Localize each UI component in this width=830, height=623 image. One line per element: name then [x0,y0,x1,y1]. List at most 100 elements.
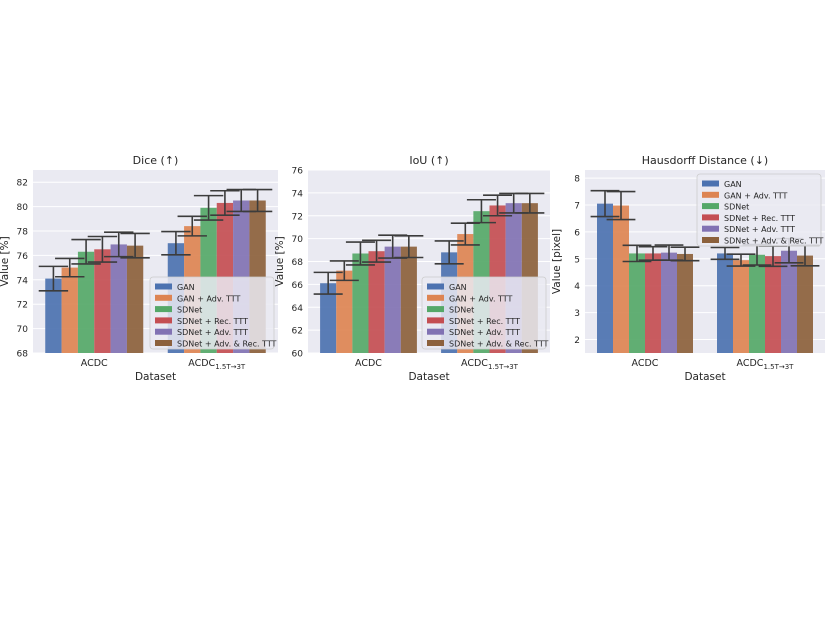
legend-label: SDNet + Adv. TTT [177,328,248,337]
error-bar [434,240,464,265]
y-tick-label: 4 [574,282,580,292]
legend-swatch [427,317,444,324]
chart-panel-1: 68 70 72 74 76 78 80 82 ACDC ACDC1.5T→3T Dice (↑) D… [0,154,278,383]
bar [94,249,111,353]
bar [320,283,337,353]
error-bar [362,239,392,263]
y-axis-label: Value [%] [274,236,286,286]
bar [352,253,369,353]
bar [368,251,385,353]
x-tick-label: ACDC1.5T→3T [461,358,519,371]
legend-label: GAN + Adv. TTT [724,191,788,200]
y-tick-label: 76 [292,167,304,177]
legend-swatch [155,317,172,324]
legend-swatch [427,328,444,335]
x-tick-label: ACDC1.5T→3T [188,358,246,371]
error-bar [313,271,343,295]
bar [765,256,781,353]
error-bar [38,265,69,292]
chart-title: Hausdorff Distance (↓) [642,154,768,167]
x-axis-label: Dataset [684,371,725,383]
error-bar [345,241,375,266]
chart-panel-3: 2 3 4 5 6 7 8 ACDC ACDC1.5T→3T Hausdorff Distance… [551,154,825,383]
y-axis-label: Value [pixel] [551,229,563,294]
x-tick-label: ACDC1.5T→3T [737,358,795,371]
y-tick-label: 6 [574,228,580,238]
y-tick-label: 70 [292,235,304,245]
error-bar [726,253,756,267]
bar [781,250,797,353]
chart-title: Dice (↑) [133,154,179,167]
y-tick-label: 78 [17,228,29,238]
error-bar [483,194,513,217]
chart-title: IoU (↑) [409,154,448,167]
legend-swatch [702,191,719,198]
error-bar [394,234,424,259]
error-bar [242,188,273,213]
legend-label: SDNet [177,306,202,315]
legend-swatch [155,328,172,335]
legend-label: SDNet + Adv. TTT [449,328,520,337]
y-tick-label: 62 [292,327,303,337]
chart-panel-2: 60 62 64 66 68 70 72 74 76 ACDC ACDC1.5T→3T IoU (↑)… [274,154,550,383]
legend-swatch [155,340,172,346]
error-bar [71,238,101,265]
legend-box [149,276,275,350]
bar [126,245,144,353]
bar [336,270,353,353]
x-tick-label: ACDC [81,358,108,369]
bar [661,252,677,353]
y-tick-label: 7 [574,201,580,211]
legend-swatch [155,283,172,290]
legend-label: GAN [449,283,467,292]
legend-swatch [427,283,444,290]
y-tick-label: 74 [17,276,29,286]
y-tick-label: 72 [17,301,28,311]
y-tick-label: 72 [292,212,303,222]
x-axis-label: Dataset [408,371,449,383]
bar [45,278,62,353]
x-tick-label: ACDC [632,358,659,369]
legend-label: SDNet + Adv. & Rec. TTT [177,340,277,349]
bar [597,203,613,353]
y-tick-label: 2 [574,336,580,346]
bar [749,254,765,353]
legend: GAN GAN + Adv. TTT SDNet SDNet + Rec. TTT SD… [421,276,549,350]
y-tick-label: 5 [574,255,580,265]
legend-swatch [155,306,172,313]
y-tick-label: 64 [292,304,304,314]
error-bar [104,231,134,258]
error-bar [87,235,118,263]
y-tick-label: 76 [17,252,29,262]
y-tick-label: 70 [17,325,29,335]
legend-box [421,276,547,350]
error-bar [710,246,740,261]
legend-swatch [702,237,719,243]
legend-swatch [702,180,719,187]
legend-label: SDNet + Adv. & Rec. TTT [724,237,824,246]
legend-swatch [427,294,444,301]
legend-label: GAN [724,180,742,189]
y-tick-label: 3 [574,309,580,319]
legend-label: SDNet + Rec. TTT [449,317,520,326]
legend-label: GAN + Adv. TTT [177,294,241,303]
bar [629,253,645,353]
bar [400,246,417,353]
legend-label: SDNet + Adv. & Rec. TTT [449,340,549,349]
legend-swatch [427,306,444,313]
bar [61,267,78,353]
error-bar [606,190,636,221]
legend: GAN GAN + Adv. TTT SDNet SDNet + Rec. TTT SD… [149,276,277,350]
y-tick-label: 8 [574,175,580,185]
error-bar [193,194,224,221]
bar [645,253,661,353]
x-axis-label: Dataset [135,371,176,383]
error-bar [329,260,359,282]
y-tick-label: 80 [17,203,29,213]
bar [733,260,749,353]
legend-label: SDNet [724,203,749,212]
bar [717,253,733,353]
legend-label: SDNet + Rec. TTT [177,317,248,326]
x-tick-label: ACDC [355,358,382,369]
